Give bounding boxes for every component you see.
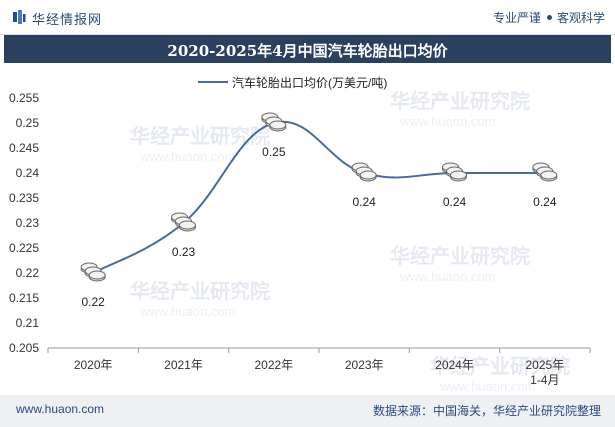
y-tick-label: 0.235 (9, 191, 39, 205)
legend-label: 汽车轮胎出口均价(万美元/吨) (232, 75, 387, 90)
data-label: 0.24 (352, 195, 376, 209)
chart-title: 2020-2025年4月中国汽车轮胎出口均价 (167, 42, 448, 60)
data-source: 数据来源：中国海关，华经产业研究院整理 (372, 404, 601, 418)
data-point-marker (442, 162, 467, 182)
watermark-url: www.huaon.com (399, 269, 495, 284)
coin-stack-icon (450, 170, 467, 180)
huajing-logo-icon (13, 10, 26, 24)
y-tick-label: 0.25 (16, 116, 40, 130)
x-tick-label: 2024年 (435, 358, 474, 372)
series-line: 0.22 0.23 0.25 0.24 0.24 0.24 (80, 112, 558, 309)
site-name: 华经情报网 (32, 12, 103, 27)
legend: 汽车轮胎出口均价(万美元/吨) (198, 75, 387, 90)
y-tick-label: 0.245 (9, 141, 39, 155)
coin-stack-icon (88, 270, 106, 280)
watermark-url: www.huaon.com (399, 114, 495, 129)
coin-stack-icon (540, 170, 558, 180)
y-tick-label: 0.21 (16, 316, 40, 330)
watermark-url: www.huaon.com (439, 379, 535, 393)
y-tick-label: 0.205 (9, 341, 39, 355)
data-point-marker (80, 262, 106, 282)
data-label: 0.24 (533, 195, 557, 209)
watermark-text: 华经产业研究院 (390, 89, 530, 113)
data-label: 0.22 (81, 295, 105, 309)
coin-stack-icon (179, 220, 196, 230)
tagline: 专业严谨 客观科学 (493, 9, 605, 26)
x-tick-label: 2023年 (345, 358, 384, 372)
coin-stack-icon (269, 120, 287, 130)
y-tick-label: 0.22 (16, 266, 40, 280)
y-axis: 0.255 0.25 0.245 0.24 0.235 0.23 0.225 0.22 0.21… (9, 91, 39, 355)
data-label: 0.24 (443, 195, 467, 209)
y-tick-label: 0.23 (16, 216, 40, 230)
watermark-text: 华经产业研究院 (130, 279, 270, 303)
watermark-text: 华经产业研究院 (390, 244, 530, 268)
watermark-text: 华经产业研究院 (130, 124, 270, 148)
footer-url[interactable]: www.huaon.com (16, 402, 105, 416)
data-point-marker (171, 212, 196, 232)
y-tick-label: 0.215 (9, 291, 39, 305)
data-point-marker (351, 162, 377, 182)
data-label: 0.23 (172, 245, 196, 259)
data-point-marker (532, 162, 558, 182)
tagline-right: 客观科学 (556, 11, 605, 25)
data-label: 0.25 (262, 145, 286, 159)
tagline-left: 专业严谨 (492, 11, 541, 25)
y-tick-label: 0.255 (9, 91, 39, 105)
chart-area: 华经产业研究院 www.huaon.com 华经产业研究院 www.huaon.com… (0, 63, 615, 394)
bullet-dot-icon (546, 15, 552, 20)
footer-bar: www.huaon.com 数据来源：中国海关，华经产业研究院整理 (0, 395, 615, 427)
y-tick-label: 0.24 (16, 166, 40, 180)
x-tick-label: 2022年 (254, 358, 293, 372)
chart-title-bar: 2020-2025年4月中国汽车轮胎出口均价 (4, 35, 611, 63)
x-tick-label: 2020年 (74, 358, 113, 372)
x-axis: 2020年 2021年 2022年 2023年 2024年 2025年 1-4月 (47, 347, 591, 387)
watermark-text: 华经产业研究院 (430, 354, 570, 378)
data-point-marker (261, 112, 287, 132)
coin-stack-icon (359, 170, 377, 180)
y-tick-label: 0.225 (9, 241, 39, 255)
x-tick-label: 2025年 1-4月 (525, 358, 564, 387)
watermark-url: www.huaon.com (139, 304, 235, 319)
watermark-group: 华经产业研究院www.huaon.com华经产业研究院www.huaon.com… (130, 89, 570, 394)
header-bar: 华经情报网 专业严谨 客观科学 (0, 0, 615, 35)
watermark-url: www.huaon.com (139, 149, 235, 164)
line-chart: 华经产业研究院www.huaon.com华经产业研究院www.huaon.com… (9, 75, 591, 394)
x-tick-label: 2021年 (164, 358, 203, 372)
